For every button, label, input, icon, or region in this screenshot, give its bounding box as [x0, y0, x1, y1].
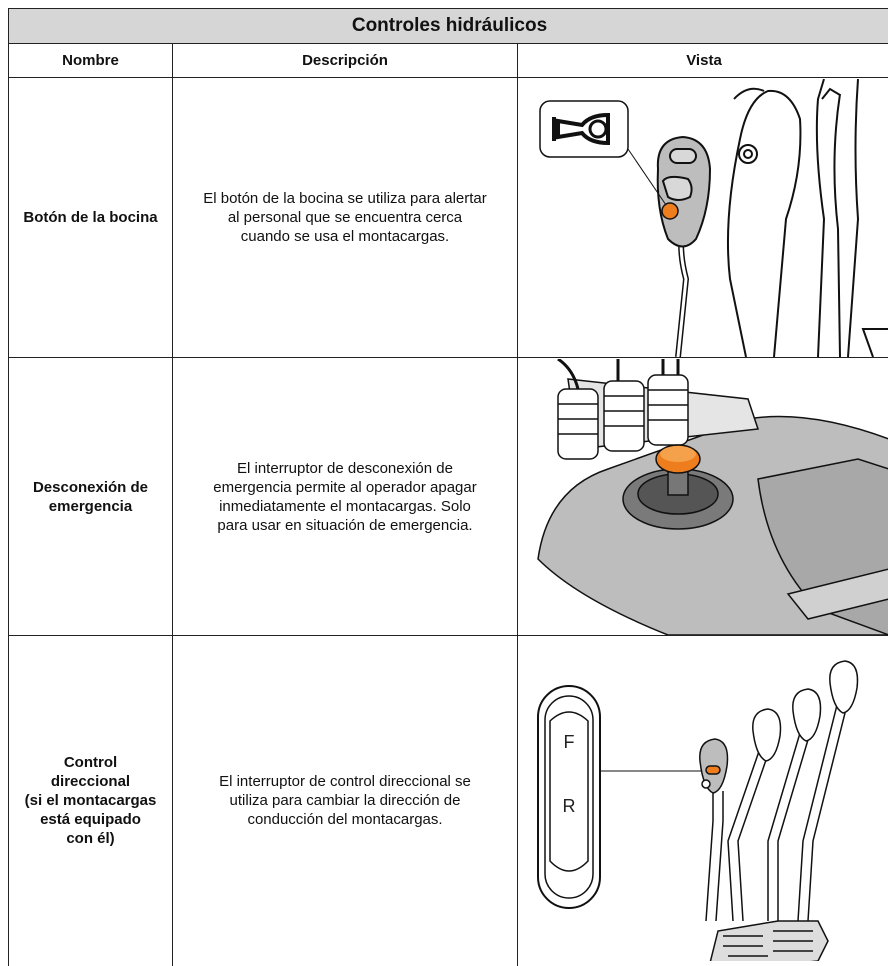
column-header: Vista — [518, 44, 888, 78]
column-header: Nombre — [9, 44, 173, 78]
column-header: Descripción — [173, 44, 518, 78]
table-title: Controles hidráulicos — [9, 9, 888, 44]
controls-table: Controles hidráulicos Nombre Descripción… — [8, 8, 888, 966]
horn-illustration — [518, 79, 888, 357]
row-name: Botón de la bocina — [9, 78, 173, 358]
row-description: El interruptor de control direccional se… — [173, 636, 518, 966]
emergency-illustration — [518, 359, 888, 635]
direction-illustration: F R — [518, 641, 888, 961]
row-description: El interruptor de desconexión de emergen… — [173, 358, 518, 636]
row-name: Desconexión de emergencia — [9, 358, 173, 636]
row-description: El botón de la bocina se utiliza para al… — [173, 78, 518, 358]
row-name: Control direccional (si el montacargas e… — [9, 636, 173, 966]
direction-label: F — [564, 732, 575, 752]
direction-label: R — [563, 796, 576, 816]
